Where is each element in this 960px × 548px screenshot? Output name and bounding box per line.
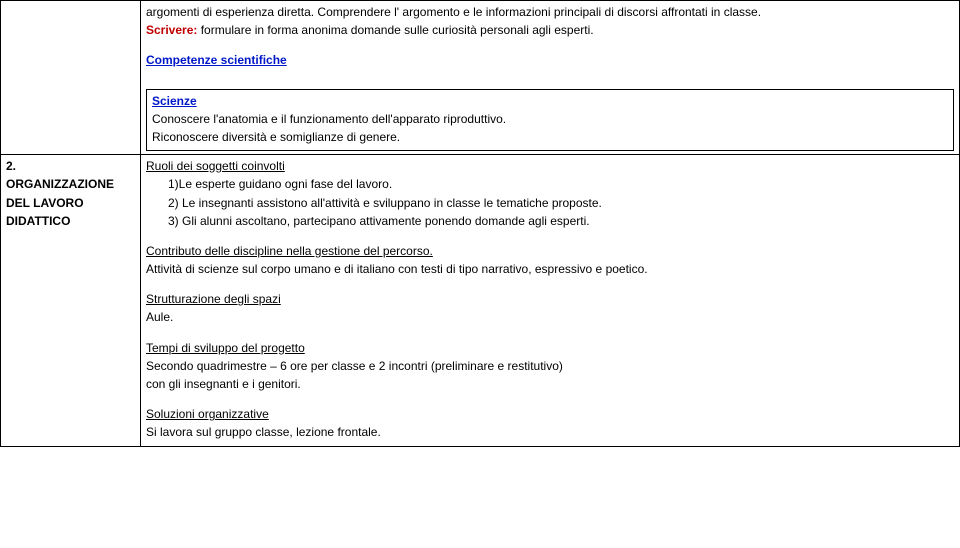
- ruoli-item-3: 3) Gli alunni ascoltano, partecipano att…: [146, 213, 954, 229]
- tempi-heading: Tempi di sviluppo del progetto: [146, 340, 954, 356]
- ruoli-item-2: 2) Le insegnanti assistono all'attività …: [146, 195, 954, 211]
- competenze-heading: Competenze scientifiche: [146, 52, 954, 68]
- section-title-l2: DEL LAVORO: [6, 195, 135, 211]
- scienze-heading: Scienze: [152, 93, 948, 109]
- row1-para1: argomenti di esperienza diretta. Compren…: [146, 4, 954, 20]
- row-1-left-cell: [1, 1, 141, 155]
- inner-cell: Scienze Conoscere l'anatomia e il funzio…: [147, 89, 954, 151]
- row-2-left-cell: 2. ORGANIZZAZIONE DEL LAVORO DIDATTICO: [1, 155, 141, 446]
- tempi-para-2: con gli insegnanti e i genitori.: [146, 376, 954, 392]
- inner-table: Scienze Conoscere l'anatomia e il funzio…: [146, 89, 954, 152]
- section-title-l1: ORGANIZZAZIONE: [6, 176, 135, 192]
- spazi-heading: Strutturazione degli spazi: [146, 291, 954, 307]
- row-1: argomenti di esperienza diretta. Compren…: [1, 1, 960, 155]
- inner-box: Scienze Conoscere l'anatomia e il funzio…: [146, 89, 954, 152]
- soluzioni-para: Si lavora sul gruppo classe, lezione fro…: [146, 424, 954, 440]
- ruoli-heading: Ruoli dei soggetti coinvolti: [146, 158, 954, 174]
- section-number: 2.: [6, 158, 135, 174]
- row1-para2: Scrivere: formulare in forma anonima dom…: [146, 22, 954, 38]
- scienze-p2: Riconoscere diversità e somiglianze di g…: [152, 129, 948, 145]
- document-page: argomenti di esperienza diretta. Compren…: [0, 0, 960, 447]
- contributo-para: Attività di scienze sul corpo umano e di…: [146, 261, 954, 277]
- ruoli-item-1: 1)Le esperte guidano ogni fase del lavor…: [146, 176, 954, 192]
- tempi-para-1: Secondo quadrimestre – 6 ore per classe …: [146, 358, 954, 374]
- row-2: 2. ORGANIZZAZIONE DEL LAVORO DIDATTICO R…: [1, 155, 960, 446]
- scrivere-label: Scrivere:: [146, 23, 197, 37]
- outer-table: argomenti di esperienza diretta. Compren…: [0, 0, 960, 447]
- soluzioni-heading: Soluzioni organizzative: [146, 406, 954, 422]
- row-1-right-cell: argomenti di esperienza diretta. Compren…: [141, 1, 960, 155]
- scienze-p1: Conoscere l'anatomia e il funzionamento …: [152, 111, 948, 127]
- contributo-heading: Contributo delle discipline nella gestio…: [146, 243, 954, 259]
- section-title-l3: DIDATTICO: [6, 213, 135, 229]
- spazi-para: Aule.: [146, 309, 954, 325]
- scrivere-rest: formulare in forma anonima domande sulle…: [197, 23, 593, 37]
- row-2-right-cell: Ruoli dei soggetti coinvolti 1)Le espert…: [141, 155, 960, 446]
